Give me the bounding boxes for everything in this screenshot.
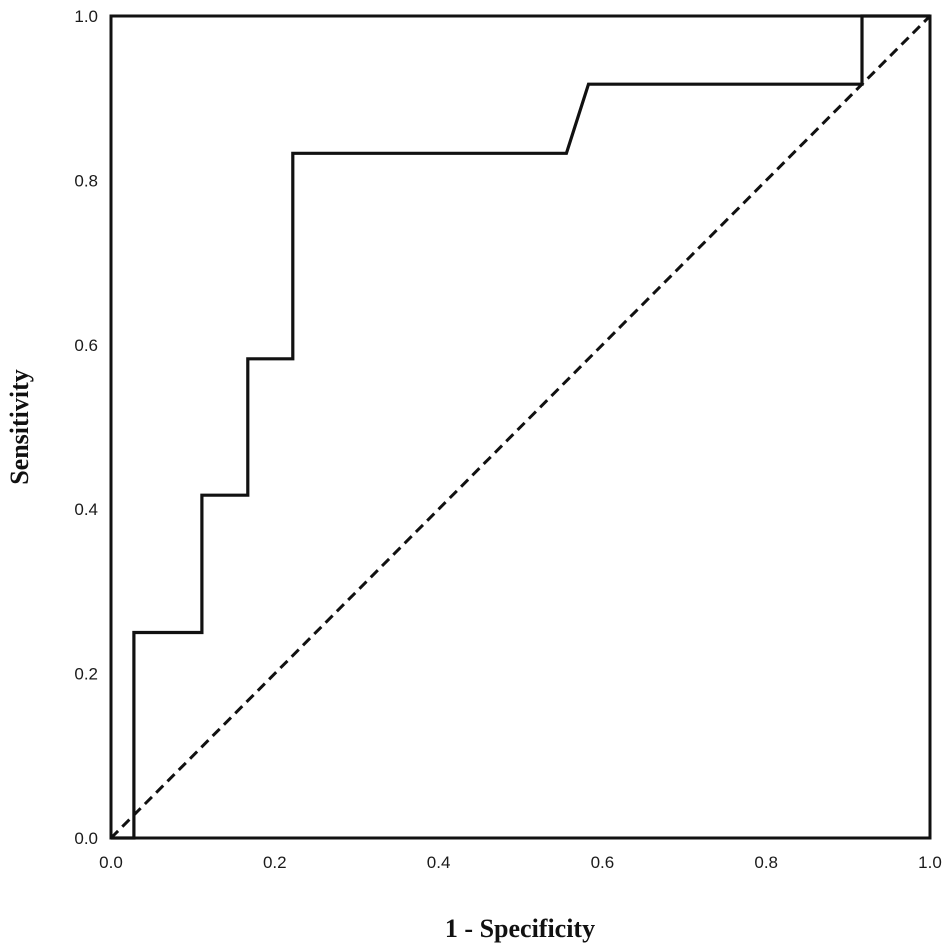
x-tick-label: 0.0 — [99, 853, 123, 872]
x-tick-label: 0.8 — [754, 853, 778, 872]
x-tick-label: 0.6 — [591, 853, 615, 872]
roc-curve-line — [111, 14, 930, 840]
y-tick-labels: 0.0 0.2 0.4 0.6 0.8 1.0 — [74, 7, 98, 848]
y-tick-label: 0.6 — [74, 336, 98, 355]
y-tick-label: 0.8 — [74, 171, 98, 190]
y-tick-label: 0.0 — [74, 829, 98, 848]
x-tick-label: 0.4 — [427, 853, 451, 872]
x-tick-labels: 0.0 0.2 0.4 0.6 0.8 1.0 — [99, 853, 942, 872]
y-tick-label: 0.4 — [74, 500, 98, 519]
x-tick-label: 1.0 — [918, 853, 942, 872]
reference-line-layer — [109, 14, 932, 840]
y-tick-label: 0.2 — [74, 665, 98, 684]
roc-curve-layer — [111, 14, 930, 840]
x-tick-label: 0.2 — [263, 853, 287, 872]
y-axis-title: Sensitivity — [5, 369, 34, 485]
reference-diagonal-line — [109, 14, 932, 840]
y-tick-label: 1.0 — [74, 7, 98, 26]
plot-frame — [109, 14, 932, 840]
x-axis-title: 1 - Specificity — [445, 914, 595, 943]
